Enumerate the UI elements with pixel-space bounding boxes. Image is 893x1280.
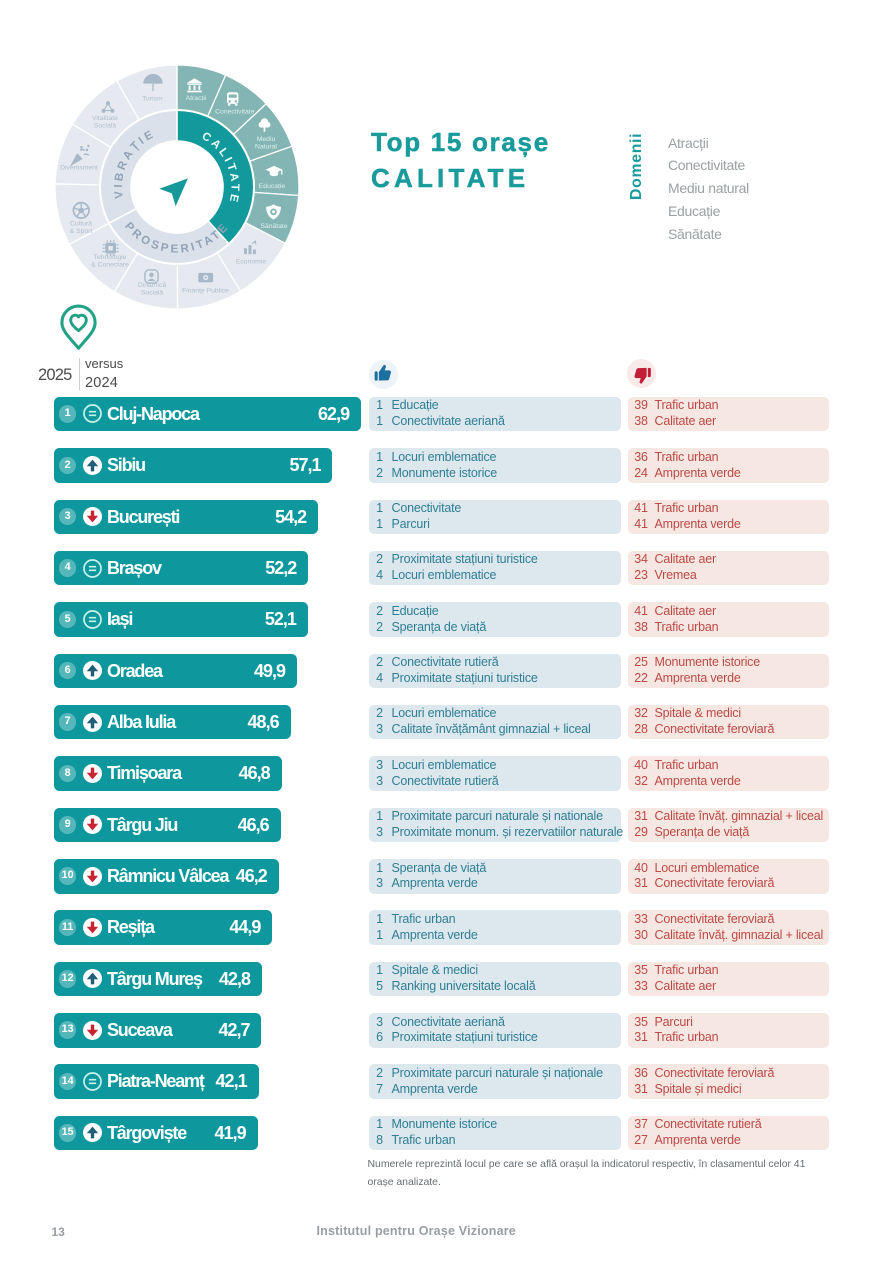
svg-text:Conectivitate: Conectivitate (215, 108, 255, 115)
svg-text:Mediu: Mediu (257, 136, 276, 143)
svg-text:Socială: Socială (141, 290, 164, 297)
svg-text:Natural: Natural (255, 144, 277, 151)
svg-text:Economie: Economie (236, 259, 266, 266)
svg-text:Divertisment: Divertisment (60, 165, 98, 172)
svg-text:Sănătate: Sănătate (260, 223, 287, 230)
svg-text:Finanțe Publice: Finanțe Publice (182, 288, 229, 295)
svg-text:Socială: Socială (94, 123, 117, 130)
svg-text:& Conectare: & Conectare (91, 261, 129, 268)
svg-text:Vitalitate: Vitalitate (92, 115, 118, 122)
svg-text:Turism: Turism (142, 96, 163, 103)
svg-text:Cultură: Cultură (70, 221, 92, 228)
svg-text:Dinamică: Dinamică (138, 282, 167, 289)
svg-text:Tehnologie: Tehnologie (94, 254, 127, 261)
svg-text:& Sport: & Sport (70, 228, 93, 235)
svg-text:Atracții: Atracții (186, 95, 207, 102)
svg-text:Educație: Educație (259, 183, 286, 190)
